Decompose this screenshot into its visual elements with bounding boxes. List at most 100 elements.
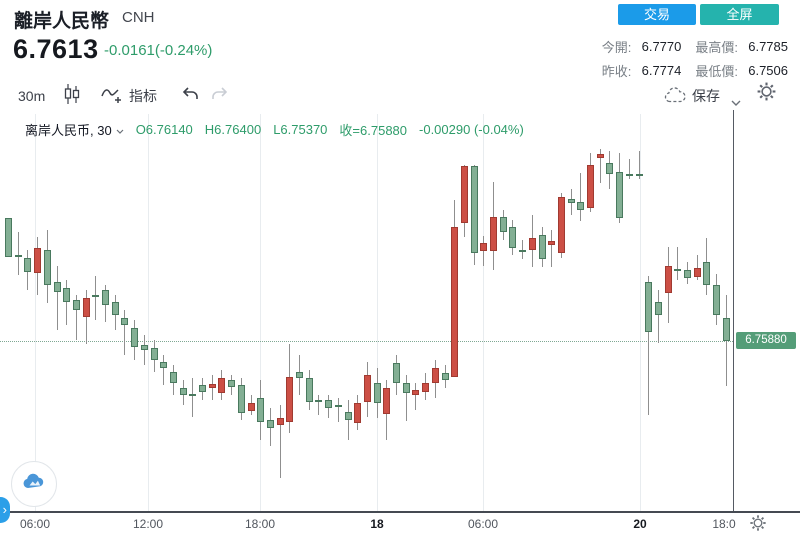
candle-down <box>150 348 158 360</box>
candle-up <box>548 240 556 246</box>
gridline <box>35 114 36 512</box>
x-axis-label: 06:00 <box>19 517 51 531</box>
high-label: 最高價: <box>695 40 738 55</box>
stats-row-1: 今開: 6.7770 最高價: 6.7785 <box>588 37 788 56</box>
cloud-mountain-icon <box>21 472 47 497</box>
indicators-button[interactable]: 指标 <box>100 86 157 106</box>
save-menu-arrow[interactable] <box>731 92 741 112</box>
legend-change: -0.00290 (-0.04%) <box>419 122 524 137</box>
trade-button[interactable]: 交易 <box>618 4 696 25</box>
current-time-line <box>733 110 734 512</box>
candle-wick <box>696 254 698 280</box>
candle-wick <box>192 378 194 418</box>
candle-down <box>470 166 478 254</box>
candle-wick <box>66 279 68 325</box>
undo-icon <box>180 86 200 107</box>
candle-wick <box>483 236 485 267</box>
redo-button[interactable] <box>210 86 230 106</box>
gridline <box>483 114 484 512</box>
candle-down <box>14 254 22 257</box>
candle-down <box>111 301 119 316</box>
candle-down <box>334 404 342 407</box>
tradingview-logo[interactable] <box>11 461 57 507</box>
candle-wick <box>279 404 281 479</box>
candle-up <box>460 166 468 224</box>
fullscreen-button[interactable]: 全屏 <box>700 4 779 25</box>
candle-down <box>606 162 614 175</box>
indicator-curve-icon <box>100 85 124 108</box>
interval-selector[interactable]: 30m <box>18 88 46 104</box>
candle-up <box>247 402 255 411</box>
gridline <box>640 114 641 512</box>
chart-settings-button[interactable] <box>756 81 777 107</box>
candle-down <box>266 419 274 428</box>
candle-up <box>451 226 459 378</box>
candle-down <box>189 394 197 397</box>
candle-down <box>53 282 61 293</box>
candle-down <box>684 270 691 278</box>
panel-expand-tab[interactable]: › <box>0 497 10 523</box>
candle-down <box>402 382 410 394</box>
candle-up <box>82 297 90 317</box>
candle-up <box>34 247 42 273</box>
legend-open: O6.76140 <box>135 122 193 137</box>
candle-wick <box>648 276 650 416</box>
gridline <box>260 114 261 512</box>
chart-style-button[interactable] <box>62 83 82 106</box>
candle-down <box>92 294 100 297</box>
gridline <box>148 114 149 512</box>
low-value: 6.7506 <box>748 63 788 78</box>
candle-wick <box>318 395 320 416</box>
candle-up <box>208 384 216 388</box>
candle-down <box>567 199 575 203</box>
candle-down <box>499 216 507 232</box>
candle-up <box>354 402 362 424</box>
candle-wick <box>17 231 19 276</box>
candle-up <box>276 418 284 426</box>
cloud-icon <box>663 86 687 107</box>
candle-down <box>102 289 109 305</box>
candle-down <box>121 317 129 325</box>
legend-high: H6.76400 <box>204 122 262 137</box>
candle-down <box>72 300 80 310</box>
candle-down <box>441 372 449 380</box>
candle-wick <box>551 230 553 268</box>
gear-icon <box>756 81 777 107</box>
series-name[interactable]: 离岸人民币, 30 <box>25 120 124 139</box>
x-axis-label: 06:00 <box>467 517 499 531</box>
candle-down <box>635 174 643 177</box>
candle-up <box>422 382 430 393</box>
x-axis-label: 12:00 <box>132 517 164 531</box>
candle-wick <box>657 289 659 343</box>
candle-wick <box>337 397 339 422</box>
chevron-down-icon <box>116 122 124 137</box>
candle-down <box>713 285 721 316</box>
candle-wick <box>599 148 601 184</box>
candle-down <box>5 217 12 257</box>
candle-down <box>722 317 730 341</box>
candle-down <box>344 411 352 420</box>
candle-down <box>315 400 323 403</box>
save-layout-button[interactable]: 保存 <box>663 86 720 106</box>
candle-down <box>140 345 148 350</box>
candle-wick <box>85 289 87 345</box>
candle-down <box>674 269 682 272</box>
undo-button[interactable] <box>180 86 200 106</box>
axis-settings-button[interactable] <box>749 514 767 537</box>
candle-down <box>577 201 585 210</box>
candle-up <box>557 197 565 254</box>
candle-up <box>412 389 420 395</box>
candle-down <box>257 397 265 423</box>
candle-down <box>654 301 662 316</box>
candle-down <box>645 282 653 333</box>
last-price-tag: 6.75880 <box>736 332 796 350</box>
candle-up <box>528 238 536 250</box>
high-value: 6.7785 <box>748 39 788 54</box>
candle-down <box>169 371 177 383</box>
price-change: -0.0161(-0.24%) <box>104 42 213 59</box>
x-axis-label: 18:00 <box>244 517 276 531</box>
open-label: 今開: <box>601 40 632 55</box>
candle-wick <box>415 382 417 411</box>
